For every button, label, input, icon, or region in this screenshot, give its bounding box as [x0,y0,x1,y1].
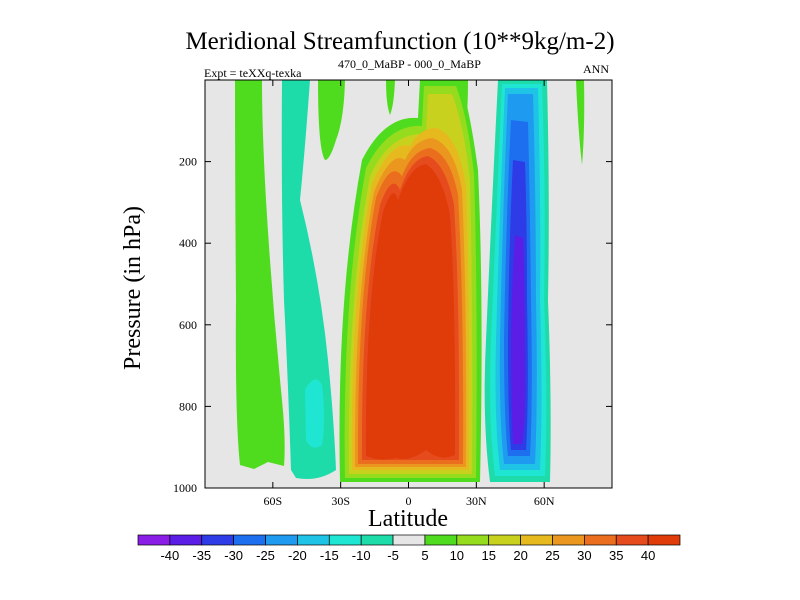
colorbar-label: -40 [160,548,179,563]
colorbar-swatch [360,534,394,546]
contour-pos-5-spike-a [318,80,345,160]
contour-neg-35-north [511,235,526,444]
contour-pos-40-central [365,164,456,460]
colorbar-label: -5 [387,548,399,563]
colorbar-swatch [392,534,426,546]
x-tick-label: 60S [263,494,282,508]
season-label: ANN [583,62,609,76]
colorbar-label: -10 [352,548,371,563]
x-axis-label: Latitude [368,506,448,532]
x-tick-label: 60N [534,494,555,508]
colorbar-swatch [456,534,490,546]
contour-fills [235,80,585,482]
colorbar-swatch [615,534,649,546]
colorbar-label: -25 [256,548,275,563]
colorbar-swatch [169,534,203,546]
colorbar-swatch [552,534,585,546]
colorbar: -40 -35 -30 -25 -20 -15 -10 -5 5 10 15 20 25 30 35 40 [137,534,681,563]
colorbar-label: -20 [288,548,307,563]
colorbar-label: 35 [609,548,623,563]
y-axis-ticks: 200 400 600 800 1000 [173,155,612,495]
colorbar-label: 15 [481,548,495,563]
contour-neg-5-south [281,80,336,479]
experiment-label: Expt = teXXq-texka [204,66,302,80]
colorbar-swatch [520,534,553,546]
x-tick-label: 0 [406,494,412,508]
period-label: 470_0_MaBP - 000_0_MaBP [338,57,481,71]
colorbar-swatch [328,534,362,546]
colorbar-label: 40 [641,548,655,563]
colorbar-label: 30 [577,548,591,563]
colorbar-swatch [647,534,681,546]
colorbar-swatch [265,534,298,546]
colorbar-label: 5 [421,548,428,563]
x-tick-label: 30N [466,494,487,508]
contour-neg-10-south [305,379,324,448]
y-tick-label: 400 [179,236,197,250]
colorbar-swatch [137,534,171,546]
y-tick-label: 1000 [173,481,197,495]
x-axis-ticks: 60S 30S 0 30N 60N [263,80,555,508]
contour-pos-5-spike-b [386,80,395,115]
colorbar-label: 20 [513,548,527,563]
colorbar-swatch [424,534,458,546]
chart-title: Meridional Streamfunction (10**9kg/m-2) [185,28,615,55]
colorbar-label: -15 [320,548,339,563]
colorbar-label: 25 [545,548,559,563]
colorbar-swatch [297,534,330,546]
colorbar-label: 10 [450,548,464,563]
colorbar-swatch [233,534,266,546]
y-tick-label: 600 [179,318,197,332]
x-tick-label: 30S [331,494,350,508]
colorbar-swatch [584,534,617,546]
contour-pos-5-spike-d [576,80,585,165]
y-tick-label: 200 [179,155,197,169]
y-tick-label: 800 [179,399,197,413]
y-axis-label: Pressure (in hPa) [120,206,146,370]
contour-pos-5-south [235,80,285,469]
colorbar-swatch [201,534,234,546]
colorbar-swatch [488,534,521,546]
colorbar-label: -35 [192,548,211,563]
colorbar-label: -30 [224,548,243,563]
